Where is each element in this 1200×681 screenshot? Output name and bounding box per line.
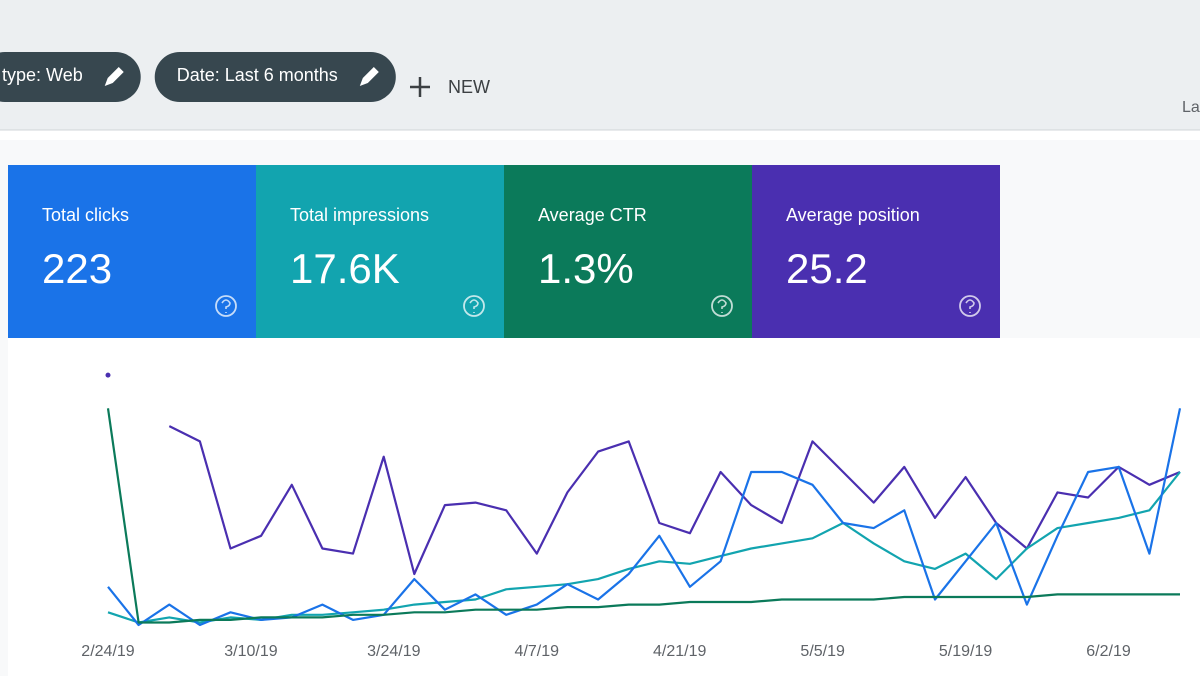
line-point [105, 372, 111, 378]
metric-card[interactable]: Total clicks 223 [8, 165, 256, 338]
chip-label[interactable]: Date: Last 6 months [177, 65, 338, 85]
card-bg[interactable] [8, 165, 256, 338]
edit-icon [104, 67, 124, 86]
help-mark [965, 299, 975, 313]
x-tick-label: 5/19/19 [939, 643, 992, 660]
help-icon [959, 295, 981, 317]
card-value: 223 [42, 245, 112, 292]
series-line [168, 425, 1181, 576]
chart: 2/24/19 3/10/19 3/24/19 4/7/19 4/21/19 5/5/19… [81, 372, 1182, 660]
card-title: Total impressions [290, 205, 429, 225]
x-tick-label: 4/21/19 [653, 643, 706, 660]
chart-panel [8, 338, 1200, 676]
series-line [107, 471, 1181, 624]
x-tick-label: 2/24/19 [81, 643, 134, 660]
card-bg[interactable] [256, 165, 504, 338]
new-label[interactable]: NEW [448, 77, 490, 97]
x-tick-label: 6/2/19 [1086, 643, 1131, 660]
chip-bg[interactable] [154, 52, 396, 102]
plus-icon [410, 77, 430, 97]
help-mark [221, 299, 231, 313]
help-mark [469, 299, 479, 313]
card-bg[interactable] [752, 165, 1000, 338]
edit-icon [359, 67, 379, 86]
new-button[interactable]: NEW [410, 77, 490, 97]
filter-chip[interactable]: Date: Last 6 months [154, 52, 396, 102]
card-value: 17.6K [290, 245, 400, 292]
x-tick-label: 3/10/19 [224, 643, 277, 660]
metric-card[interactable]: Total impressions 17.6K [256, 165, 504, 338]
help-icon [711, 295, 733, 317]
filter-chip[interactable]: type: Web [0, 52, 141, 102]
x-tick-label: 4/7/19 [515, 643, 560, 660]
metric-card[interactable]: Average position 25.2 [752, 165, 1000, 338]
x-tick-label: 5/5/19 [800, 643, 845, 660]
chip-bg[interactable] [0, 52, 141, 102]
card-bg[interactable] [504, 165, 752, 338]
metric-card[interactable]: Average CTR 1.3% [504, 165, 752, 338]
help-icon [463, 295, 485, 317]
filter-chips[interactable]: type: Web Date: Last 6 months [0, 52, 396, 102]
card-value: 25.2 [786, 245, 868, 292]
card-value: 1.3% [538, 245, 634, 292]
card-title: Average CTR [538, 205, 647, 225]
series-line [106, 408, 1180, 624]
help-icon [215, 295, 237, 317]
help-mark [717, 299, 727, 313]
metric-cards: Total clicks 223 Total impressions 17.6K Ave… [8, 165, 1000, 338]
card-title: Average position [786, 205, 920, 225]
card-title: Total clicks [42, 205, 129, 225]
x-tick-label: 3/24/19 [367, 643, 420, 660]
cropped-label: La [1182, 99, 1200, 116]
chip-label[interactable]: type: Web [2, 65, 83, 85]
